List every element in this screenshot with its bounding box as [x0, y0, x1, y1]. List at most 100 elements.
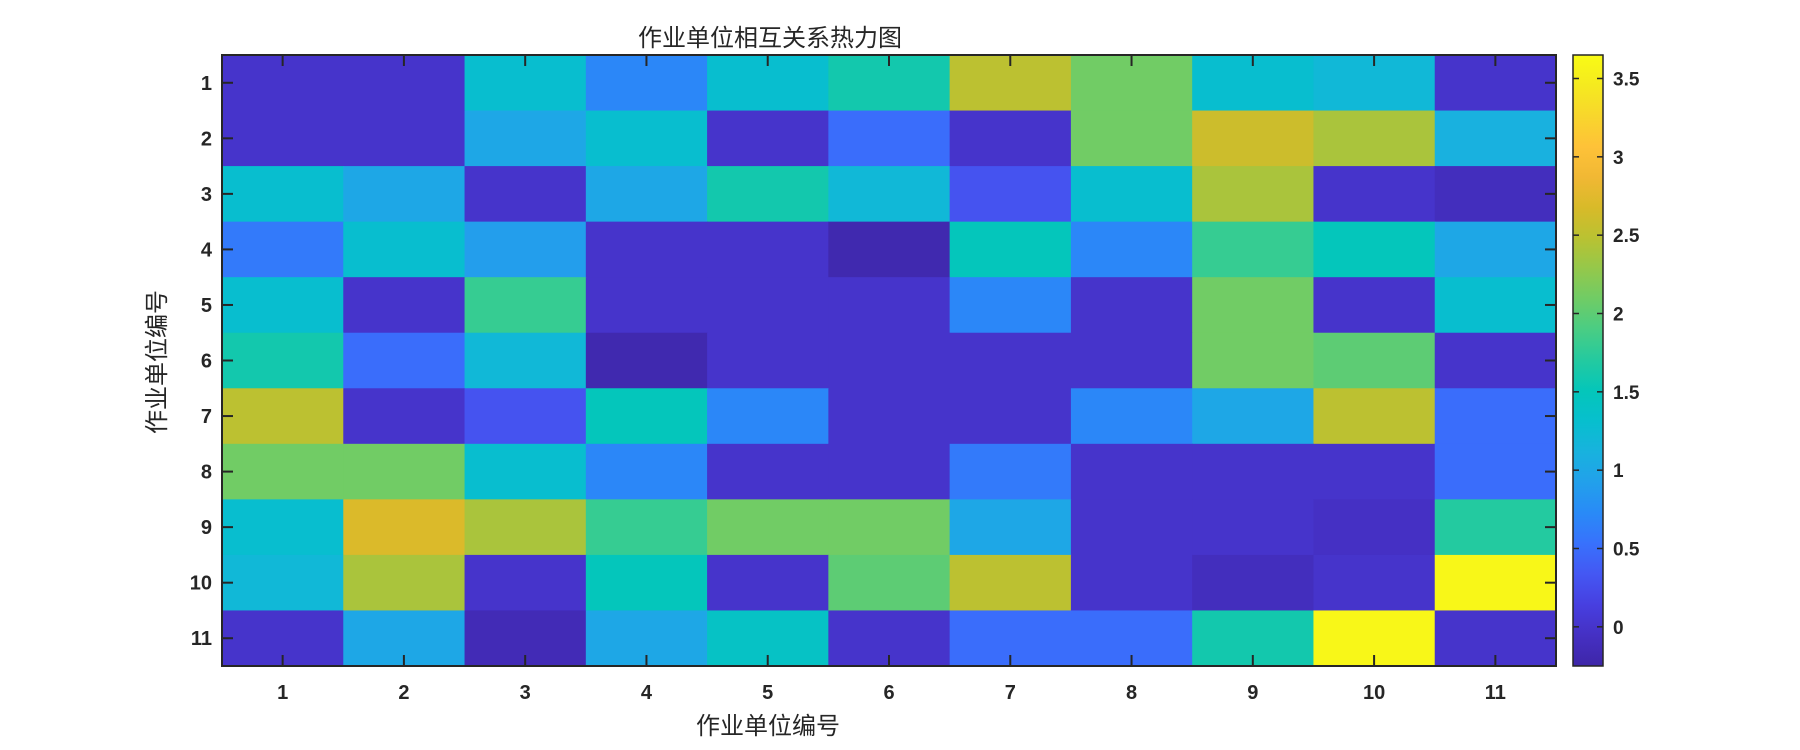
heatmap-cell	[1070, 499, 1193, 556]
x-axis-label: 作业单位编号	[696, 712, 840, 740]
heatmap-cell	[343, 277, 466, 334]
heatmap-cell	[343, 554, 466, 612]
heatmap-cell	[464, 277, 587, 334]
heatmap-cell	[828, 388, 951, 445]
heatmap-cell	[222, 499, 344, 556]
heatmap-cell	[1192, 443, 1315, 500]
heatmap-cell	[1434, 554, 1557, 612]
heatmap-cell	[1313, 554, 1436, 612]
heatmap-cell	[707, 332, 829, 389]
heatmap-cell	[1313, 443, 1436, 500]
heatmap-cell	[1434, 110, 1557, 167]
heatmap-cell	[1313, 221, 1436, 278]
heatmap-cell	[464, 221, 587, 278]
heatmap-cell	[828, 110, 951, 167]
heatmap-cell	[1192, 388, 1315, 445]
heatmap-cell	[585, 221, 708, 278]
y-tick-label: 6	[201, 351, 212, 373]
heatmap-cell	[949, 110, 1072, 167]
heatmap-cell	[1434, 443, 1557, 500]
heatmap-cell	[222, 277, 344, 334]
heatmap-cell	[464, 332, 587, 389]
heatmap-cell	[464, 554, 587, 612]
heatmap-cell	[828, 332, 951, 389]
heatmap-cell	[222, 166, 344, 223]
heatmap-cell	[707, 221, 829, 278]
heatmap-cell	[1070, 332, 1193, 389]
x-tick-label: 3	[520, 682, 531, 704]
y-axis-ticks	[222, 81, 1556, 640]
heatmap-cell	[343, 443, 466, 500]
colorbar-tick-label: 3	[1613, 148, 1624, 169]
heatmap-cell	[1434, 166, 1557, 223]
colorbar-tick-label: 2.5	[1613, 226, 1640, 247]
heatmap-cell	[707, 499, 829, 556]
y-tick-label: 2	[201, 128, 212, 150]
y-tick-label: 11	[191, 628, 212, 650]
y-tick-label: 4	[201, 239, 213, 261]
heatmap-cell	[1070, 166, 1193, 223]
heatmap-cell	[707, 277, 829, 334]
heatmap-cell	[222, 443, 344, 500]
heatmap-cell	[464, 443, 587, 500]
heatmap-cell	[949, 221, 1072, 278]
heatmap-cell	[464, 166, 587, 223]
heatmap-cell	[1313, 388, 1436, 445]
heatmap-cell	[464, 388, 587, 445]
heatmap-cell	[707, 443, 829, 500]
heatmap-cell	[1070, 110, 1193, 167]
heatmap-cell	[1434, 221, 1557, 278]
heatmap-cell	[343, 110, 466, 167]
heatmap-cell	[1434, 277, 1557, 334]
y-tick-label: 7	[201, 406, 212, 428]
colorbar-tick-labels: 0 0.5 1 1.5 2 2.5 3 3.5	[1613, 70, 1640, 639]
heatmap-cell	[343, 499, 466, 556]
heatmap-cell	[1192, 166, 1315, 223]
heatmap-cell	[1192, 221, 1315, 278]
heatmap-cell	[585, 443, 708, 500]
heatmap-cell	[343, 166, 466, 223]
colorbar-tick-label: 0	[1613, 618, 1624, 639]
heatmap-cell	[828, 443, 951, 500]
heatmap-cell	[1070, 277, 1193, 334]
colorbar-tick-label: 1.5	[1613, 383, 1640, 404]
heatmap-cell	[949, 499, 1072, 556]
heatmap-cell	[1070, 221, 1193, 278]
y-tick-label: 9	[201, 517, 212, 539]
heatmap-cell	[1434, 388, 1557, 445]
heatmap-cell	[828, 554, 951, 612]
heatmap-cell	[828, 499, 951, 556]
x-tick-label: 2	[398, 682, 409, 704]
x-tick-label: 7	[1005, 682, 1016, 704]
heatmap-cell	[222, 110, 344, 167]
heatmap-cells	[222, 55, 1557, 667]
heatmap-cell	[949, 332, 1072, 389]
heatmap-cell	[464, 499, 587, 556]
heatmap-cell	[222, 554, 344, 612]
heatmap-cell	[1192, 277, 1315, 334]
x-tick-label: 10	[1363, 682, 1385, 704]
x-tick-label: 8	[1126, 682, 1137, 704]
y-tick-label: 8	[201, 462, 212, 484]
plot-area-frame	[221, 54, 1557, 667]
heatmap-cell	[1434, 499, 1557, 556]
heatmap-cell	[1070, 388, 1193, 445]
heatmap-cell	[707, 166, 829, 223]
heatmap-cell	[1070, 443, 1193, 500]
x-axis-ticks	[281, 55, 1497, 666]
heatmap-cell	[1192, 499, 1315, 556]
colorbar-tick-label: 3.5	[1613, 70, 1640, 91]
heatmap-cell	[707, 110, 829, 167]
y-axis-tick-labels: 1 2 3 4 5 6 7 8 9 10 11	[190, 73, 213, 650]
chart-title: 作业单位相互关系热力图	[638, 24, 902, 52]
x-tick-label: 11	[1485, 682, 1506, 704]
heatmap-cell	[343, 388, 466, 445]
heatmap-cell	[222, 332, 344, 389]
x-tick-label: 5	[762, 682, 773, 704]
heatmap-cell	[222, 388, 344, 445]
heatmap-cell	[949, 277, 1072, 334]
y-tick-label: 3	[201, 184, 212, 206]
x-tick-label: 9	[1247, 682, 1258, 704]
heatmap-cell	[949, 554, 1072, 612]
